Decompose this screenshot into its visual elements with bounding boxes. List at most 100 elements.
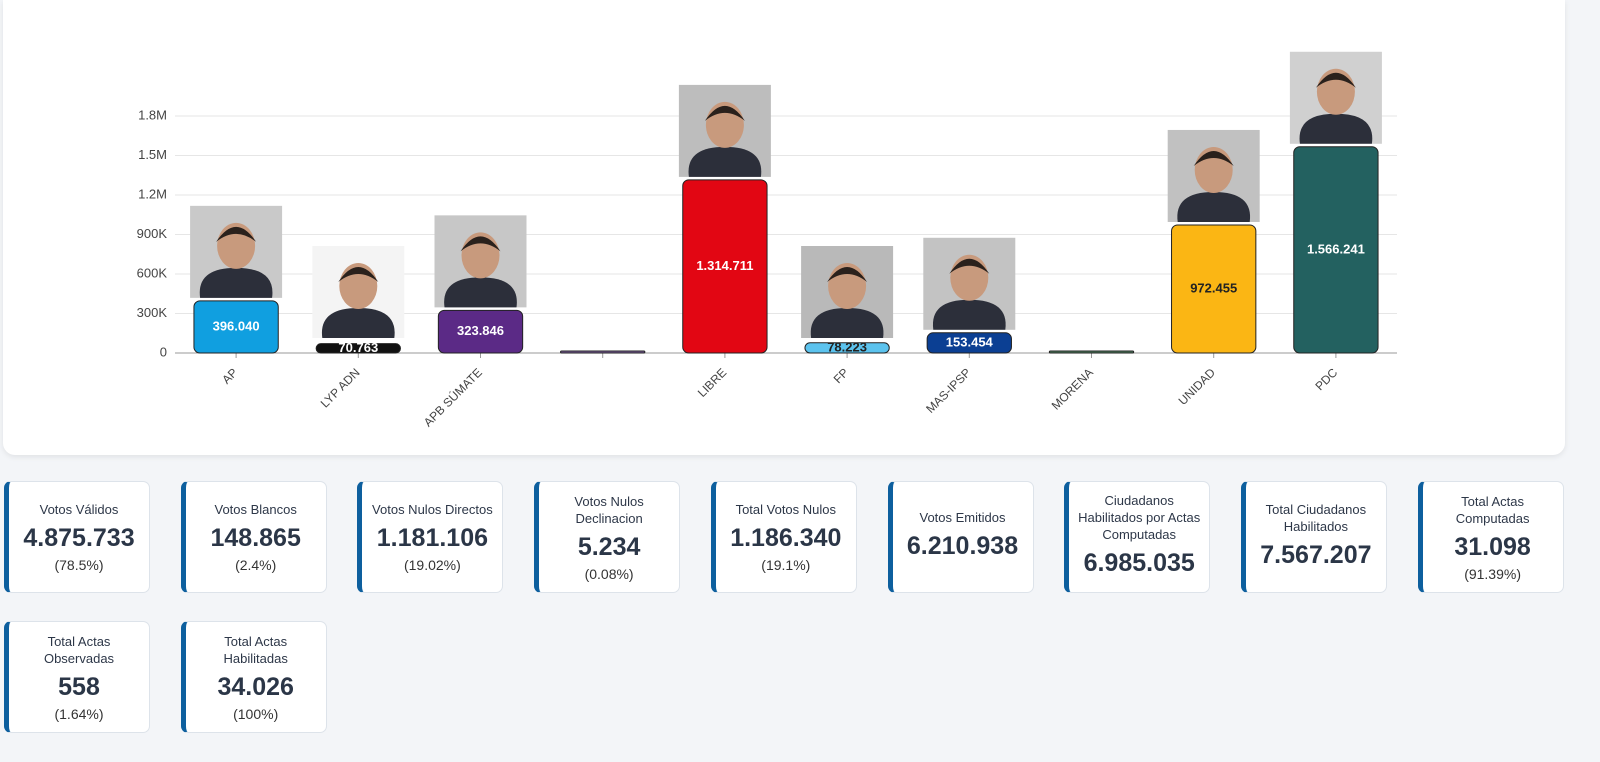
x-tick-label: FP	[831, 365, 852, 386]
card-value: 148.865	[210, 524, 301, 552]
y-tick-label: 1.8M	[138, 107, 167, 122]
card-title: Total Actas Habilitadas	[223, 633, 288, 666]
card-title: Votos Válidos	[39, 502, 119, 517]
x-tick-label: UNIDAD	[1176, 365, 1219, 408]
card-percent: (78.5%)	[54, 557, 104, 573]
stat-card: Ciudadanos Habilitados por Actas Computa…	[1064, 481, 1211, 593]
candidate-photo	[923, 237, 1016, 330]
card-value: 5.234	[577, 532, 641, 561]
photo-body	[1177, 191, 1251, 222]
bar	[437, 309, 524, 354]
photo-body	[688, 146, 762, 177]
stat-card: Votos Blancos 148.865 (2.4%)	[180, 481, 327, 593]
card-value: 6.210.938	[906, 532, 1019, 560]
stat-card: Total Actas Computadas 31.098 (91.39%)	[1417, 481, 1564, 593]
value-label: 323.846	[457, 323, 504, 338]
stat-card: Votos Nulos Declinacion 5.234 (0.08%)	[534, 481, 681, 593]
photo-body	[199, 267, 273, 298]
card-value: 1.186.340	[730, 524, 842, 552]
value-label: 1.314.711	[696, 258, 753, 273]
value-label: 972.455	[1190, 280, 1237, 295]
photo-body	[444, 277, 517, 308]
card-percent: (91.39%)	[1464, 565, 1521, 582]
card-value: 7.567.207	[1260, 540, 1372, 569]
x-tick-label: LIBRE	[695, 365, 729, 399]
card-percent: (2.4%)	[235, 557, 277, 573]
card-value: 1.181.106	[376, 524, 488, 552]
card-title: Votos Emitidos	[919, 510, 1006, 525]
value-label: 78.223	[827, 339, 867, 354]
card-title: Total Votos Nulos	[735, 502, 837, 517]
photo-hair	[216, 226, 257, 242]
card-title: Total Actas Observadas	[43, 633, 115, 666]
bar	[1171, 224, 1257, 354]
candidate-photo	[312, 246, 405, 338]
card-percent: (19.02%)	[403, 557, 461, 573]
candidate-photo	[678, 84, 771, 177]
x-tick-label: MAS-IPSP	[923, 365, 973, 415]
bar	[926, 332, 1012, 354]
card-value: 6.985.035	[1083, 549, 1195, 577]
y-tick-label: 900K	[137, 226, 168, 241]
y-tick-label: 600K	[137, 265, 168, 280]
card-percent: (1.64%)	[54, 705, 104, 722]
x-tick-label: APB SÚMATE	[420, 365, 485, 430]
value-label: 70.763	[338, 340, 378, 355]
photo-hair	[704, 105, 745, 121]
stat-card: Votos Válidos 4.875.733 (78.5%)	[4, 481, 150, 593]
bar	[682, 179, 768, 354]
photo-hair	[949, 258, 990, 274]
stat-card: Total Ciudadanos Habilitados 7.567.207	[1240, 481, 1387, 593]
bar	[1048, 350, 1135, 354]
photo-body	[932, 299, 1006, 330]
card-title: Ciudadanos Habilitados por Actas Computa…	[1078, 493, 1201, 542]
value-label: 153.454	[946, 334, 994, 349]
value-label: 396.040	[213, 318, 260, 333]
x-tick-label: PDC	[1312, 365, 1340, 393]
candidate-photo	[1167, 129, 1260, 222]
value-label: 1.566.241	[1307, 241, 1365, 256]
card-percent: (0.08%)	[584, 565, 634, 582]
y-tick-label: 1.2M	[138, 186, 167, 201]
card-percent: (19.1%)	[761, 557, 811, 573]
stat-card: Votos Emitidos 6.210.938	[887, 481, 1034, 593]
bar	[804, 342, 890, 354]
x-tick-label: MORENA	[1049, 365, 1096, 412]
photo-hair	[827, 267, 868, 282]
x-tick-label: LYP ADN	[318, 365, 363, 410]
card-title: Total Ciudadanos Habilitados	[1265, 501, 1367, 534]
photo-hair	[1315, 72, 1356, 88]
candidate-photo	[434, 215, 527, 308]
bar	[193, 300, 279, 354]
card-title: Total Actas Computadas	[1455, 493, 1530, 526]
photo-body	[321, 308, 395, 338]
card-title: Votos Nulos Directos	[372, 502, 493, 517]
stat-card: Total Actas Habilitadas 34.026 (100%)	[180, 621, 327, 733]
chart-panel: 0 300K 600K 900K 1.2M 1.5M 1.8M AP 396.040 LYP AD…	[3, 0, 1565, 455]
candidate-photo	[1289, 51, 1382, 144]
bar	[560, 350, 646, 354]
bar	[1293, 146, 1379, 354]
photo-body	[810, 308, 884, 338]
card-value: 31.098	[1454, 532, 1531, 561]
card-title: Votos Blancos	[214, 502, 297, 517]
card-value: 34.026	[217, 672, 294, 701]
y-tick-label: 300K	[137, 305, 168, 320]
y-tick-label: 0	[160, 344, 167, 359]
bar	[315, 343, 401, 354]
stat-card: Total Actas Observadas 558 (1.64%)	[4, 621, 150, 733]
candidate-photo	[801, 246, 894, 338]
card-title: Votos Nulos Declinacion	[574, 493, 644, 526]
photo-hair	[338, 267, 379, 282]
card-percent: (100%)	[233, 705, 279, 722]
x-tick-label: AP	[219, 365, 240, 386]
card-value: 4.875.733	[23, 524, 135, 552]
stat-card: Total Votos Nulos 1.186.340 (19.1%)	[710, 481, 857, 593]
stat-card: Votos Nulos Directos 1.181.106 (19.02%)	[357, 481, 504, 593]
y-tick-label: 1.5M	[138, 147, 167, 162]
candidate-photo	[190, 205, 283, 298]
chart: 0 300K 600K 900K 1.2M 1.5M 1.8M AP 396.040 LYP AD…	[137, 51, 1397, 430]
card-value: 558	[58, 672, 100, 701]
photo-hair	[460, 236, 501, 252]
